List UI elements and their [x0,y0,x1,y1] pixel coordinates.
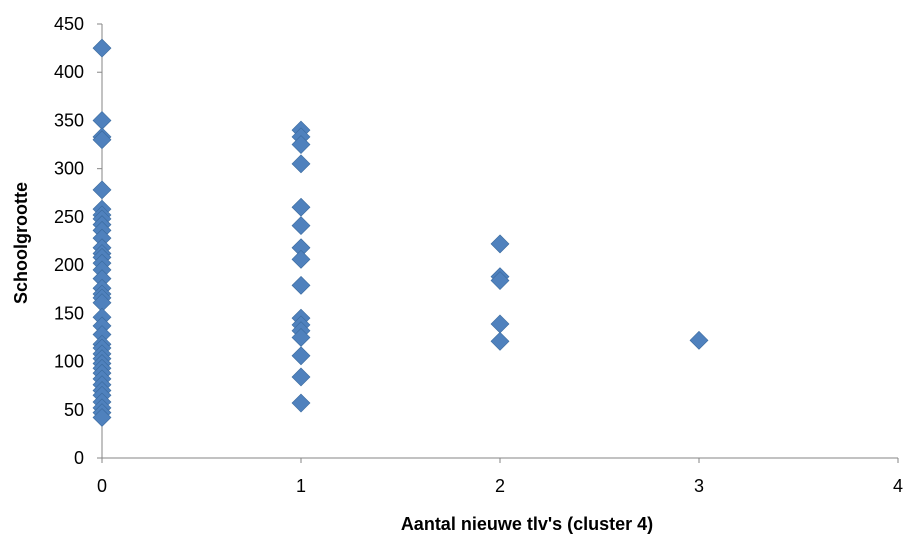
data-point [92,180,112,200]
y-tick-label: 250 [54,207,84,227]
y-tick-label: 350 [54,110,84,130]
data-point [92,130,112,150]
data-point [291,216,311,235]
data-point [291,135,311,154]
y-tick-label: 450 [54,14,84,34]
y-tick-label: 100 [54,352,84,372]
x-tick-label: 0 [97,476,107,496]
y-tick-label: 50 [64,400,84,420]
x-tick-label: 3 [694,476,704,496]
data-point [92,408,112,427]
y-tick-label: 300 [54,159,84,179]
data-point [490,314,510,334]
data-point [291,346,311,366]
data-point [291,154,311,174]
y-tick-label: 200 [54,255,84,275]
data-points [92,38,709,427]
x-tick-label: 1 [296,476,306,496]
data-point [689,330,709,350]
x-axis-ticks: 0 1 2 3 4 [97,458,903,496]
data-point [291,197,311,217]
y-tick-label: 150 [54,303,84,323]
data-point [490,271,510,290]
y-tick-label: 400 [54,62,84,82]
x-tick-label: 2 [495,476,505,496]
data-point [291,249,311,269]
y-axis-ticks: 0 50 100 150 200 250 300 350 400 450 [54,14,102,468]
data-point [92,38,112,58]
y-axis-title: Schoolgrootte [11,182,31,304]
data-point [291,393,311,413]
data-point [291,367,311,387]
data-point [490,331,510,351]
data-point [490,234,510,254]
y-tick-label: 0 [74,448,84,468]
x-tick-label: 4 [893,476,903,496]
data-point [92,111,112,130]
x-axis-title: Aantal nieuwe tlv's (cluster 4) [401,514,653,534]
data-point [291,275,311,295]
